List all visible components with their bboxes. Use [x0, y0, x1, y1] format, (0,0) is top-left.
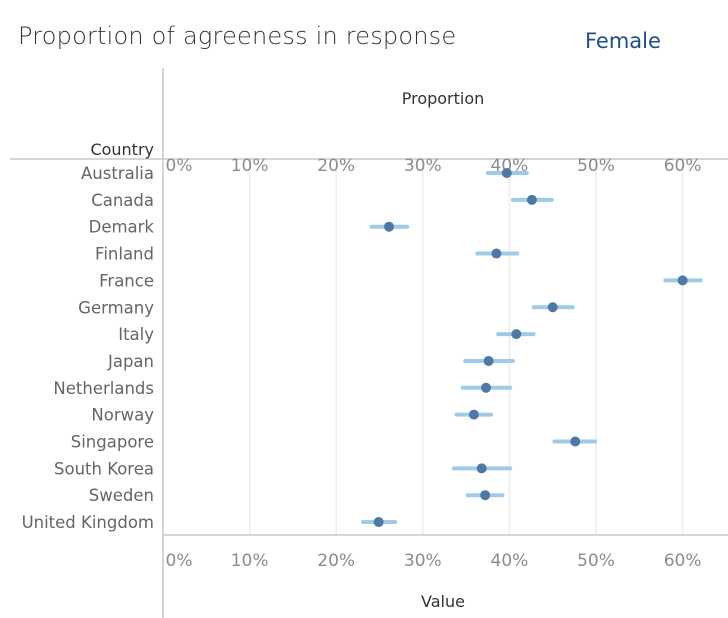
top-tick-label: 50%	[577, 156, 615, 176]
country-label: Netherlands	[53, 379, 154, 398]
data-point	[547, 302, 558, 313]
country-label: South Korea	[54, 459, 154, 478]
country-label: France	[99, 271, 154, 290]
data-point	[501, 168, 512, 178]
data-point	[476, 463, 487, 474]
bottom-tick-label: 0%	[166, 551, 193, 571]
x-axis-title: Value	[421, 592, 465, 611]
top-tick-label: 30%	[404, 156, 442, 176]
data-point	[373, 517, 384, 528]
data-point	[468, 409, 479, 420]
country-label: Singapore	[71, 433, 154, 452]
row-header-country: Country	[90, 140, 154, 159]
country-label: Norway	[91, 406, 154, 425]
top-tick-label: 60%	[664, 156, 702, 176]
data-point	[483, 355, 494, 366]
bottom-tick-label: 40%	[491, 551, 529, 571]
top-tick-label: 20%	[317, 156, 355, 176]
bottom-tick-label: 60%	[664, 551, 702, 571]
country-label: Demark	[89, 218, 155, 237]
country-label: Sweden	[89, 486, 154, 505]
chart-title: Proportion of agreeness in response	[18, 22, 457, 50]
country-label: Japan	[107, 352, 154, 371]
data-point	[384, 221, 395, 232]
data-point	[677, 275, 688, 286]
bottom-tick-label: 30%	[404, 551, 442, 571]
top-tick-label: 0%	[166, 156, 193, 176]
data-point	[480, 490, 491, 501]
chart-subtitle: Female	[585, 29, 661, 53]
data-point	[526, 194, 537, 205]
country-label: Australia	[81, 164, 154, 183]
country-label: United Kingdom	[22, 513, 154, 532]
bottom-tick-label: 20%	[317, 551, 355, 571]
country-label: Germany	[78, 298, 154, 317]
top-axis-title: Proportion	[402, 89, 485, 108]
data-point	[570, 436, 581, 447]
country-label: Canada	[91, 191, 154, 210]
top-tick-label: 10%	[231, 156, 269, 176]
country-label: Italy	[118, 325, 154, 344]
data-point	[481, 382, 492, 393]
data-point	[491, 248, 502, 259]
bottom-tick-label: 50%	[577, 551, 615, 571]
data-point	[511, 329, 522, 340]
country-label: Finland	[95, 245, 154, 264]
bottom-tick-label: 10%	[231, 551, 269, 571]
